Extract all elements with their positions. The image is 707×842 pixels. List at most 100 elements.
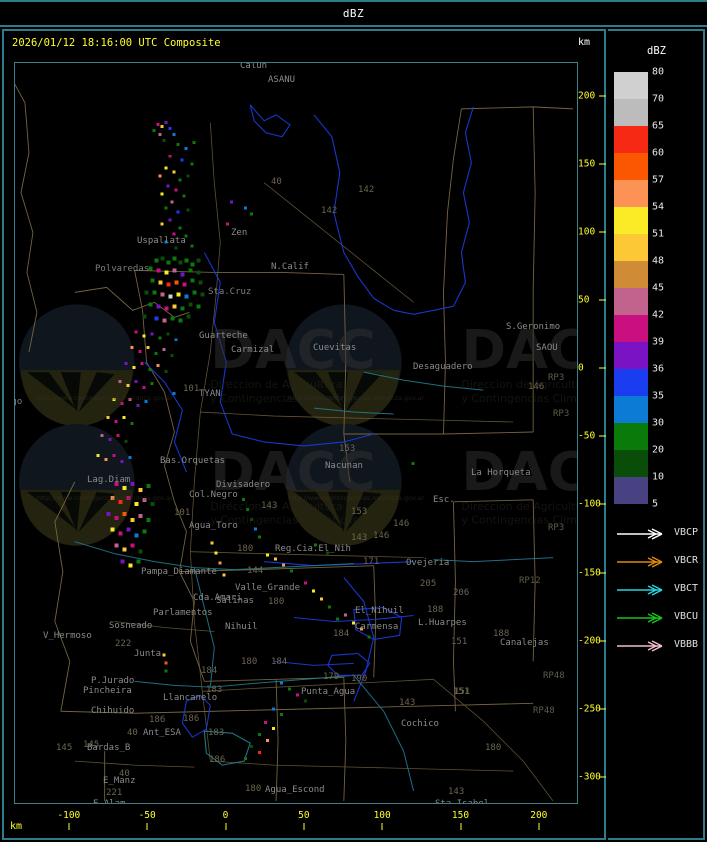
map-place-label: 146 bbox=[528, 382, 545, 392]
svg-text:Direccion de Agricultura: Direccion de Agricultura bbox=[461, 500, 577, 513]
y-axis-tick-label: 100 bbox=[578, 226, 596, 238]
colorbar-segment bbox=[614, 153, 648, 180]
colorbar-tick-label: 5 bbox=[652, 498, 659, 510]
colorbar-segment bbox=[614, 369, 648, 396]
x-axis-tick-label: 0 bbox=[222, 810, 229, 821]
map-place-label: Carmizal bbox=[231, 345, 275, 355]
map-place-label: 145 bbox=[83, 740, 100, 750]
map-place-label: Calun bbox=[240, 62, 268, 71]
x-axis-ticks: -100 -50 0 50 100 150 200 bbox=[14, 806, 578, 838]
map-place-label: N.Calif bbox=[271, 262, 309, 272]
map-place-label: Sta.Cruz bbox=[208, 287, 252, 297]
map-place-label: Carmensa bbox=[355, 622, 399, 632]
map-place-label: Guarteche bbox=[199, 331, 248, 341]
map-place-label: 180 bbox=[245, 784, 262, 794]
y-axis-tick-label: -250 bbox=[578, 703, 601, 715]
arrow-icon bbox=[617, 528, 663, 540]
map-place-label: El_Nihuil bbox=[355, 606, 404, 616]
colorbar-segment bbox=[614, 450, 648, 477]
map-place-label: 146 bbox=[373, 531, 390, 541]
map-place-label: 143 bbox=[351, 533, 368, 543]
y-axis-tick-mark bbox=[599, 640, 606, 642]
radar-map-area[interactable]: DACC Direccion de Agricultura y Continge… bbox=[14, 62, 578, 804]
y-axis-tick-mark bbox=[599, 572, 606, 574]
colorbar-tick-label: 30 bbox=[652, 417, 665, 429]
map-place-label: TYAN bbox=[199, 389, 221, 399]
svg-text:http://www.contingencias.mendo: http://www.contingencias.mendoza.gov.ar bbox=[37, 494, 173, 502]
map-place-label: 153 bbox=[351, 507, 368, 517]
colorbar-tick-label: 10 bbox=[652, 471, 665, 483]
map-place-label: Col.Negro bbox=[189, 490, 238, 500]
map-place-label: 205 bbox=[420, 579, 437, 589]
map-place-label: 179 bbox=[323, 672, 340, 682]
x-axis-tick-label: 200 bbox=[530, 810, 548, 821]
arrow-icon bbox=[617, 612, 663, 624]
x-axis-tick-mark bbox=[68, 823, 70, 830]
map-place-label: 151 bbox=[451, 637, 468, 647]
map-place-label: Nihuil bbox=[225, 622, 258, 632]
map-place-label: 180 bbox=[268, 597, 285, 607]
colorbar-tick-label: 20 bbox=[652, 444, 665, 456]
colorbar-segment bbox=[614, 72, 648, 99]
colorbar-segment bbox=[614, 180, 648, 207]
map-place-label: 146 bbox=[393, 519, 410, 529]
map-place-label: RP48 bbox=[533, 706, 555, 716]
colorbar-tick-label: 42 bbox=[652, 309, 665, 321]
map-place-label: Ant_ESA bbox=[143, 728, 181, 738]
vector-legend-row: VBCU bbox=[612, 605, 704, 633]
map-place-label: 183 bbox=[208, 728, 225, 738]
arrow-icon bbox=[617, 556, 663, 568]
svg-text:http://www.contingencias.mendo: http://www.contingencias.mendoza.gov.ar bbox=[288, 494, 424, 502]
y-axis-tick-label: 150 bbox=[578, 158, 596, 170]
map-place-label: 40 bbox=[127, 728, 138, 738]
colorbar[interactable] bbox=[614, 72, 648, 504]
svg-text:http://www.contingencias.mendo: http://www.contingencias.mendoza.gov.ar bbox=[288, 394, 424, 402]
map-place-label: 180 bbox=[241, 657, 258, 667]
map-place-label: Esc. bbox=[433, 495, 455, 505]
map-place-label: Junta bbox=[134, 649, 162, 659]
svg-text:y Contingencias Climaticas: y Contingencias Climaticas bbox=[461, 514, 577, 527]
dacc-text-watermark: DACC Direccion de Agricultura y Continge… bbox=[37, 318, 577, 527]
map-place-label: RP48 bbox=[543, 671, 565, 681]
logo-watermark-group bbox=[18, 304, 402, 546]
map-place-label: Reg.Cia.El_Nih bbox=[275, 544, 351, 554]
map-place-label: 153 bbox=[339, 444, 356, 454]
map-place-label: 151 bbox=[453, 687, 470, 697]
roads bbox=[74, 122, 554, 802]
colorbar-segment bbox=[614, 423, 648, 450]
svg-text:y Contingencias Climaticas: y Contingencias Climaticas bbox=[210, 514, 358, 527]
svg-text:Direccion de Agricultura: Direccion de Agricultura bbox=[210, 500, 342, 513]
colorbar-segment bbox=[614, 396, 648, 423]
y-axis-ticks: 200 150 100 50 0 -50 -100 -150 -200 -250 -300 bbox=[578, 62, 606, 804]
map-place-label: Cochico bbox=[401, 719, 439, 729]
map-place-label: 40 bbox=[271, 177, 282, 187]
map-place-label: Sta.Isabel bbox=[435, 799, 490, 804]
svg-text:http://www.contingencias.mendo: http://www.contingencias.mendoza.gov.ar bbox=[37, 394, 173, 402]
x-axis-tick-label: 50 bbox=[298, 810, 310, 821]
colorbar-segment bbox=[614, 234, 648, 261]
map-place-label: E_Alam bbox=[93, 799, 126, 804]
map-place-label: La Horqueta bbox=[471, 468, 531, 478]
svg-text:DACC: DACC bbox=[461, 318, 577, 381]
map-place-label: Nacunan bbox=[325, 461, 363, 471]
y-axis-tick-mark bbox=[599, 163, 606, 165]
y-axis-unit-label: km bbox=[577, 37, 590, 48]
map-place-label: 151 bbox=[454, 687, 471, 697]
map-place-label: 188 bbox=[493, 629, 510, 639]
map-place-label: 180 bbox=[485, 743, 502, 753]
svg-text:Direccion de Agricultura: Direccion de Agricultura bbox=[210, 378, 342, 391]
map-place-label: 221 bbox=[106, 788, 123, 798]
map-place-label: RP12 bbox=[519, 576, 541, 586]
colorbar-segment bbox=[614, 99, 648, 126]
radar-map-canvas: DACC Direccion de Agricultura y Continge… bbox=[15, 63, 577, 803]
map-place-label: 222 bbox=[115, 639, 132, 649]
vector-legend: VBCP VBCR VBCT VBCU VBBB bbox=[612, 521, 704, 661]
colorbar-segment bbox=[614, 288, 648, 315]
map-place-label: Canalejas bbox=[500, 638, 549, 648]
arrow-icon bbox=[617, 640, 663, 652]
map-place-label: Agua_Toro bbox=[189, 521, 238, 531]
map-place-label: ASANU bbox=[268, 75, 296, 85]
colorbar-tick-label: 80 bbox=[652, 66, 665, 78]
colorbar-segment bbox=[614, 342, 648, 369]
x-axis-unit-label: km bbox=[10, 821, 23, 832]
